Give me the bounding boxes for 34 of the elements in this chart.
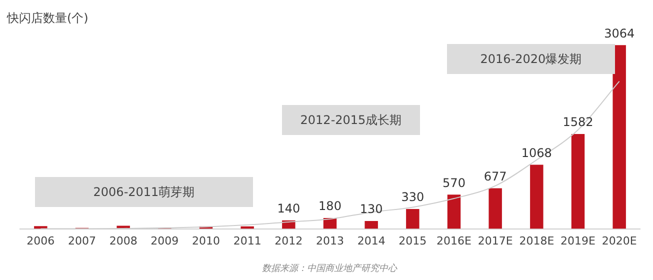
data-label: 677 xyxy=(484,169,507,184)
x-tick-label: 2010 xyxy=(192,234,220,248)
bar xyxy=(447,194,461,229)
bar xyxy=(34,226,48,229)
x-tick-label: 2007 xyxy=(68,234,96,248)
bar xyxy=(530,164,544,229)
data-label: 180 xyxy=(318,199,342,214)
x-tick-label: 2015 xyxy=(398,234,427,248)
x-tick-label: 2009 xyxy=(150,234,179,248)
bar xyxy=(406,209,420,229)
x-tick-label: 2013 xyxy=(316,234,344,248)
data-label: 1068 xyxy=(521,146,552,160)
bar xyxy=(364,221,378,229)
bar xyxy=(488,188,502,229)
x-tick-label: 2020E xyxy=(602,234,637,248)
data-label: 130 xyxy=(360,202,383,216)
x-tick-label: 2017E xyxy=(478,234,513,248)
x-tick-label: 2018E xyxy=(519,234,554,248)
data-label: 330 xyxy=(401,190,424,204)
y-axis-title: 快闪店数量(个) xyxy=(7,10,88,27)
bar xyxy=(612,45,626,229)
x-tick-label: 2014 xyxy=(357,234,386,248)
x-tick-label: 2006 xyxy=(26,234,55,248)
x-tick-label: 2008 xyxy=(109,234,138,248)
x-tick-label: 2016E xyxy=(436,234,472,248)
source-note: 数据来源：中国商业地产研究中心 xyxy=(262,262,397,275)
data-label: 570 xyxy=(442,176,466,190)
bar xyxy=(571,134,585,229)
data-label: 3064 xyxy=(604,26,635,40)
x-tick-label: 2012 xyxy=(274,234,303,248)
data-label: 1582 xyxy=(562,115,594,130)
x-tick-label: 2019E xyxy=(560,234,596,248)
x-tick-label: 2011 xyxy=(233,234,262,248)
data-label: 140 xyxy=(277,202,300,216)
